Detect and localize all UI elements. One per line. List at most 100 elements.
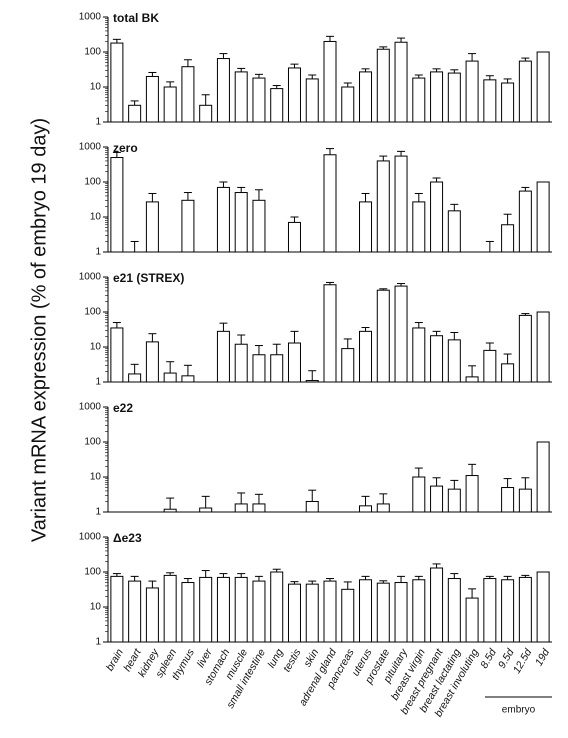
bar xyxy=(128,373,142,383)
bar xyxy=(376,160,390,253)
y-tick-label: 1000 xyxy=(79,532,102,543)
bar xyxy=(394,285,408,383)
bar xyxy=(234,71,248,123)
bar xyxy=(234,343,248,383)
x-tick-label: 8.5d xyxy=(478,646,499,671)
bar xyxy=(394,41,408,123)
bar xyxy=(216,576,230,643)
bar xyxy=(483,79,497,123)
x-tick-label: 12.5d xyxy=(511,646,535,676)
bar xyxy=(359,201,373,253)
annotation: embryo xyxy=(502,705,536,716)
bar xyxy=(536,51,550,123)
bar xyxy=(323,580,337,643)
bar xyxy=(430,485,444,513)
x-tick-label: 19d xyxy=(533,646,553,668)
bar xyxy=(323,154,337,253)
bar xyxy=(110,42,124,123)
y-tick-label: 100 xyxy=(84,567,101,578)
bar xyxy=(252,354,266,383)
bar xyxy=(341,588,355,643)
bar xyxy=(252,77,266,123)
x-tick-label: testis xyxy=(281,646,304,674)
bar xyxy=(518,60,532,123)
bar xyxy=(447,210,461,253)
y-tick-label: 10 xyxy=(90,212,102,223)
bar xyxy=(376,48,390,123)
bar xyxy=(430,71,444,123)
bar xyxy=(501,224,515,253)
bar xyxy=(447,72,461,123)
y-tick-label: 100 xyxy=(84,437,101,448)
bar xyxy=(216,330,230,383)
bar xyxy=(501,579,515,643)
bar xyxy=(518,576,532,643)
y-tick-label: 1 xyxy=(95,637,101,648)
panel-title: e21 (STREX) xyxy=(113,271,184,285)
bar xyxy=(465,597,479,643)
panel-title: total BK xyxy=(113,11,159,25)
bar xyxy=(181,582,195,643)
bar xyxy=(287,221,301,253)
bar xyxy=(536,441,550,513)
bar xyxy=(447,488,461,513)
bar xyxy=(287,67,301,123)
y-tick-label: 1 xyxy=(95,247,101,258)
bar xyxy=(110,327,124,383)
y-tick-label: 1000 xyxy=(79,12,102,23)
bar xyxy=(536,181,550,253)
bar xyxy=(394,582,408,643)
bar xyxy=(181,66,195,123)
bar xyxy=(128,104,142,123)
y-tick-label: 1 xyxy=(95,507,101,518)
bar xyxy=(163,508,177,513)
y-axis-label: Variant mRNA expression (% of embryo 19 … xyxy=(28,118,50,542)
bar xyxy=(270,88,284,123)
bar xyxy=(287,342,301,383)
bar xyxy=(447,339,461,383)
bar xyxy=(199,104,213,123)
bar xyxy=(376,582,390,643)
y-tick-label: 1000 xyxy=(79,142,102,153)
bar xyxy=(145,341,159,383)
bar xyxy=(359,330,373,383)
bar xyxy=(110,575,124,643)
bar xyxy=(341,86,355,123)
y-tick-label: 10 xyxy=(90,342,102,353)
bar xyxy=(412,327,426,383)
bar xyxy=(465,475,479,513)
bar xyxy=(128,580,142,643)
bar xyxy=(359,505,373,513)
bar xyxy=(341,348,355,383)
bar xyxy=(536,571,550,643)
bar xyxy=(252,503,266,513)
bar xyxy=(501,363,515,383)
bar xyxy=(518,190,532,253)
bar xyxy=(234,576,248,643)
bar xyxy=(216,186,230,253)
bar xyxy=(359,71,373,123)
bar xyxy=(465,376,479,383)
bar xyxy=(430,181,444,253)
bar xyxy=(536,311,550,383)
bar xyxy=(323,284,337,383)
bar xyxy=(163,86,177,123)
y-tick-label: 1 xyxy=(95,377,101,388)
bar xyxy=(376,503,390,513)
y-tick-label: 100 xyxy=(84,307,101,318)
bar xyxy=(323,40,337,123)
bar xyxy=(252,199,266,253)
bar xyxy=(199,576,213,643)
bar xyxy=(287,583,301,643)
panel-title: zero xyxy=(113,141,138,155)
bar xyxy=(305,380,319,383)
bar xyxy=(483,349,497,383)
y-tick-label: 1000 xyxy=(79,402,102,413)
bar xyxy=(412,201,426,253)
bar xyxy=(270,354,284,383)
bar xyxy=(518,488,532,513)
panel-title: Δe23 xyxy=(113,531,142,545)
bar xyxy=(501,82,515,123)
y-tick-label: 10 xyxy=(90,602,102,613)
